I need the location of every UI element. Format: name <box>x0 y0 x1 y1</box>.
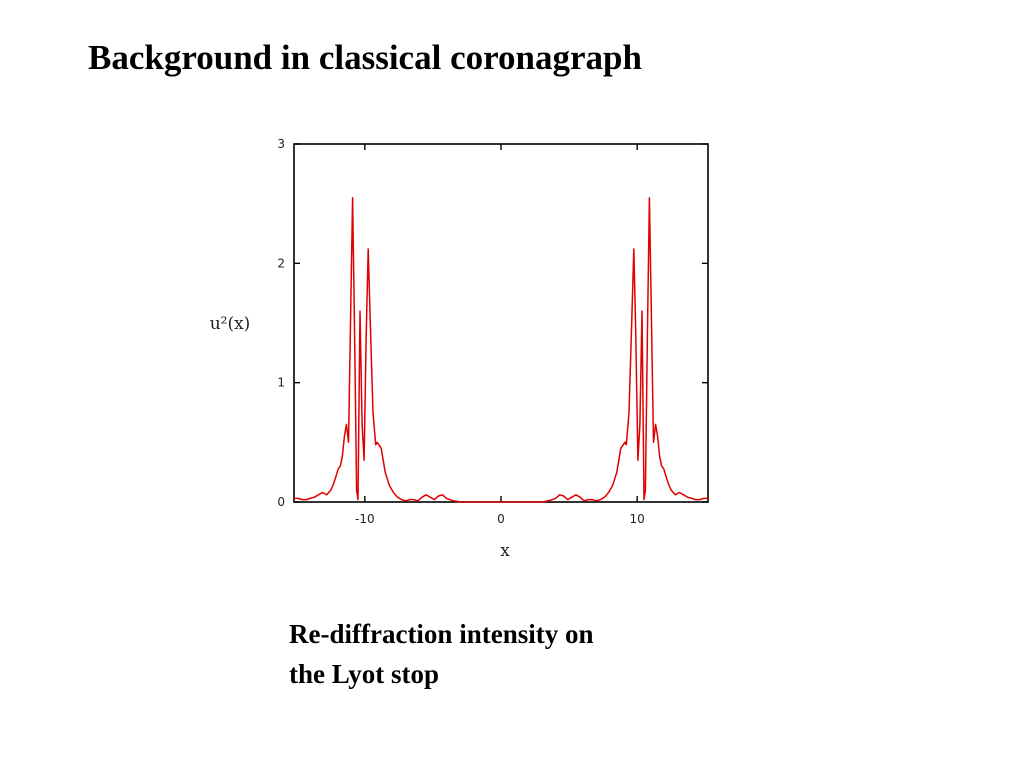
tick-labels: -10 0 10 0 1 2 3 <box>277 137 644 526</box>
y-tick-label: 3 <box>277 137 285 151</box>
tick-marks <box>294 143 708 503</box>
y-tick-label: 2 <box>277 256 285 270</box>
caption: Re-diffraction intensity on the Lyot sto… <box>289 614 593 694</box>
y-axis-label: u²(x) <box>210 314 251 334</box>
slide-title: Background in classical coronagraph <box>88 38 642 77</box>
caption-line-1: Re-diffraction intensity on <box>289 619 594 649</box>
caption-line-2: the Lyot stop <box>289 659 440 689</box>
y-tick-label: 0 <box>277 495 285 509</box>
x-tick-label: 0 <box>497 512 505 526</box>
y-tick-label: 1 <box>277 376 285 390</box>
x-axis-label: x <box>500 541 510 561</box>
series-line-u2 <box>294 196 708 503</box>
x-tick-label: 10 <box>630 512 645 526</box>
x-tick-label: -10 <box>355 512 375 526</box>
